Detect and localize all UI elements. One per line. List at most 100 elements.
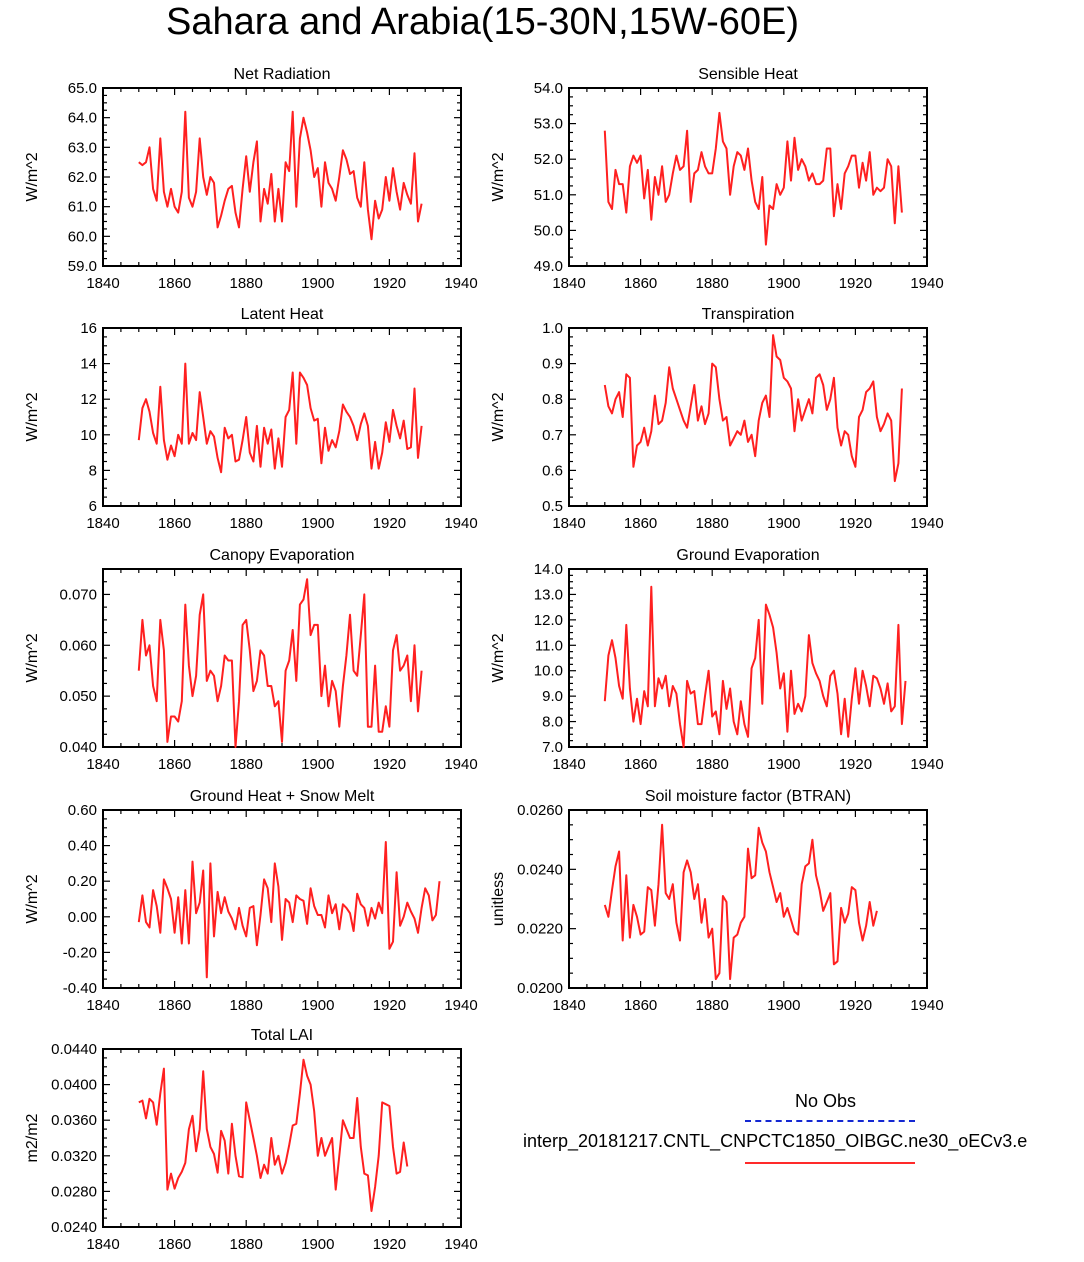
net-radiation-xtick-label: 1860 [158,275,191,292]
canopy-evaporation-ytick-label: 0.050 [59,688,97,705]
transpiration-xtick-label: 1860 [624,515,657,532]
canopy-evaporation-xtick-label: 1920 [373,756,406,773]
transpiration-xtick-label: 1900 [767,515,800,532]
transpiration-xtick-label: 1940 [910,515,943,532]
legend-model-line [745,1162,915,1164]
ground-heat-snow-melt-title: Ground Heat + Snow Melt [190,788,375,805]
ground-evaporation-xtick-label: 1920 [839,756,872,773]
ground-heat-snow-melt-ytick-label: 0.60 [68,802,97,819]
ground-evaporation-title: Ground Evaporation [676,547,819,564]
chart-transpiration: Transpiration W/m^2 1840 1860 1880 1900 1920 19… [490,306,944,532]
net-radiation-xtick-label: 1880 [230,275,263,292]
sensible-heat-ytick-label: 54.0 [534,80,563,97]
chart-soil-moisture-factor-btran: Soil moisture factor (BTRAN) unitless 1840… [490,788,944,1014]
total-lai-ytick-label: 0.0240 [51,1219,97,1236]
total-lai-series-line [138,1058,409,1212]
total-lai-title: Total LAI [251,1027,313,1044]
chart-ground-heat-snow-melt: Ground Heat + Snow Melt W/m^2 1840 1860 1880… [24,788,478,1014]
total-lai-ytick-label: 0.0400 [51,1077,97,1094]
canopy-evaporation-title: Canopy Evaporation [210,547,355,564]
sensible-heat-xtick-label: 1880 [696,275,729,292]
total-lai-ytick-label: 0.0320 [51,1148,97,1165]
total-lai-ylabel: m2/m2 [24,1113,41,1162]
net-radiation-ylabel: W/m^2 [24,152,41,201]
latent-heat-xtick-label: 1840 [86,515,119,532]
latent-heat-ytick-label: 8 [89,462,97,479]
ground-evaporation-xtick-label: 1940 [910,756,943,773]
ground-heat-snow-melt-xtick-label: 1900 [301,997,334,1014]
sensible-heat-xtick-label: 1860 [624,275,657,292]
transpiration-series-line [603,334,903,483]
ground-heat-snow-melt-ytick-label: 0.20 [68,873,97,890]
net-radiation-title: Net Radiation [234,66,331,83]
ground-evaporation-ytick-label: 10.0 [534,663,563,680]
ground-heat-snow-melt-xtick-label: 1840 [86,997,119,1014]
net-radiation-ytick-label: 60.0 [68,228,97,245]
net-radiation-ytick-label: 64.0 [68,110,97,127]
ground-evaporation-xtick-label: 1900 [767,756,800,773]
soil-moisture-factor-btran-xtick-label: 1900 [767,997,800,1014]
latent-heat-ytick-label: 10 [80,427,97,444]
sensible-heat-series-line [603,111,903,246]
total-lai-plot-frame [102,1048,462,1228]
soil-moisture-factor-btran-xtick-label: 1840 [552,997,585,1014]
net-radiation-xtick-label: 1920 [373,275,406,292]
sensible-heat-ytick-label: 49.0 [534,258,563,275]
sensible-heat-ytick-label: 52.0 [534,151,563,168]
canopy-evaporation-xtick-label: 1840 [86,756,119,773]
sensible-heat-xtick-label: 1920 [839,275,872,292]
chart-total-lai: Total LAI m2/m2 1840 1860 1880 1900 1920 1940 0.… [24,1027,478,1253]
net-radiation-ytick-label: 61.0 [68,199,97,216]
net-radiation-ytick-label: 59.0 [68,258,97,275]
transpiration-xtick-label: 1920 [839,515,872,532]
latent-heat-xtick-label: 1920 [373,515,406,532]
ground-evaporation-ytick-label: 11.0 [535,637,563,654]
chart-ground-evaporation: Ground Evaporation W/m^2 1840 1860 1880 1900 1… [490,547,944,773]
sensible-heat-xtick-label: 1840 [552,275,585,292]
ground-evaporation-ytick-label: 13.0 [534,586,563,603]
canopy-evaporation-xtick-label: 1900 [301,756,334,773]
transpiration-ytick-label: 0.9 [542,356,563,373]
latent-heat-ytick-label: 12 [80,391,97,408]
ground-evaporation-ytick-label: 14.0 [534,561,563,578]
ground-evaporation-xtick-label: 1880 [696,756,729,773]
legend-model-label: interp_20181217.CNTL_CNPCTC1850_OIBGC.ne… [523,1131,1028,1151]
transpiration-title: Transpiration [702,306,795,323]
soil-moisture-factor-btran-ylabel: unitless [490,872,507,926]
transpiration-ytick-label: 0.8 [542,391,563,408]
net-radiation-ytick-label: 62.0 [68,169,97,186]
ground-evaporation-series-line [603,585,907,748]
latent-heat-ylabel: W/m^2 [24,392,41,441]
sensible-heat-ytick-label: 50.0 [534,222,563,239]
sensible-heat-ytick-label: 53.0 [534,116,563,133]
latent-heat-xtick-label: 1860 [158,515,191,532]
chart-sensible-heat: Sensible Heat W/m^2 1840 1860 1880 1900 1920 19… [490,66,944,292]
ground-heat-snow-melt-plot-frame [102,809,462,989]
latent-heat-xtick-label: 1940 [444,515,477,532]
net-radiation-plot-frame [102,87,462,267]
total-lai-xtick-label: 1900 [301,1236,334,1253]
soil-moisture-factor-btran-xtick-label: 1860 [624,997,657,1014]
chart-canopy-evaporation: Canopy Evaporation W/m^2 1840 1860 1880 1900 1… [24,547,478,773]
total-lai-xtick-label: 1880 [230,1236,263,1253]
ground-heat-snow-melt-ylabel: W/m^2 [24,874,41,923]
soil-moisture-factor-btran-ytick-label: 0.0240 [517,861,563,878]
ground-heat-snow-melt-xtick-label: 1920 [373,997,406,1014]
transpiration-xtick-label: 1840 [552,515,585,532]
soil-moisture-factor-btran-ytick-label: 0.0260 [517,802,563,819]
canopy-evaporation-ytick-label: 0.070 [59,586,97,603]
ground-heat-snow-melt-xtick-label: 1860 [158,997,191,1014]
ground-evaporation-ytick-label: 9.0 [542,688,563,705]
ground-evaporation-xtick-label: 1860 [624,756,657,773]
total-lai-ytick-label: 0.0280 [51,1183,97,1200]
transpiration-ytick-label: 0.7 [542,427,563,444]
transpiration-ytick-label: 0.5 [542,498,563,515]
net-radiation-series-line [138,110,423,241]
latent-heat-ytick-label: 6 [89,498,97,515]
canopy-evaporation-ytick-label: 0.060 [59,637,97,654]
latent-heat-plot-frame [102,327,462,507]
soil-moisture-factor-btran-xtick-label: 1940 [910,997,943,1014]
total-lai-xtick-label: 1860 [158,1236,191,1253]
sensible-heat-title: Sensible Heat [698,66,798,83]
soil-moisture-factor-btran-ytick-label: 0.0200 [517,980,563,997]
